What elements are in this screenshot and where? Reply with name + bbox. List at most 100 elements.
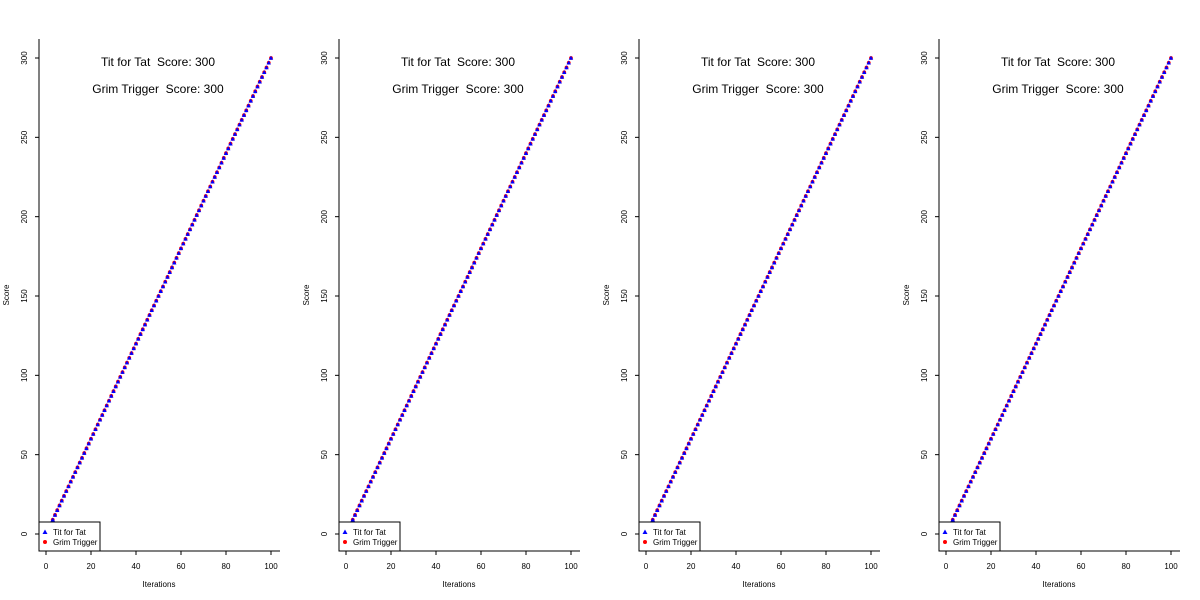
data-point (136, 336, 141, 341)
data-point (397, 417, 403, 422)
data-point (494, 212, 499, 217)
data-point (268, 55, 274, 60)
data-point (702, 408, 707, 412)
data-point (657, 503, 662, 508)
y-tick-label: 0 (20, 531, 29, 536)
data-point (388, 436, 394, 441)
data-point (539, 117, 544, 122)
data-point (1157, 79, 1162, 84)
y-tick-label: 150 (20, 289, 29, 303)
data-point (483, 236, 488, 241)
data-point (1103, 193, 1108, 198)
data-point (664, 488, 669, 493)
data-point (814, 170, 820, 174)
legend-marker (342, 529, 348, 534)
data-point (1126, 146, 1131, 151)
data-point (113, 384, 118, 389)
data-point (427, 355, 432, 360)
score-annotation: Tit for Tat Score: 300 (701, 55, 815, 69)
data-point (487, 227, 493, 232)
legend-box (638, 521, 701, 552)
data-point (792, 217, 797, 222)
data-point (456, 293, 461, 298)
data-point (745, 317, 750, 322)
data-point (154, 298, 159, 303)
data-point (192, 217, 197, 222)
data-point (264, 65, 269, 70)
data-point (158, 289, 163, 293)
data-point (787, 227, 793, 232)
x-tick-label: 60 (177, 562, 186, 571)
data-point (650, 517, 655, 522)
data-point (778, 246, 784, 251)
data-point (431, 346, 436, 351)
data-point (1083, 236, 1088, 241)
y-axis-title: Score (2, 284, 11, 305)
data-point (355, 508, 360, 512)
data-point (75, 465, 80, 470)
series-tit-for-tat (346, 55, 574, 531)
data-point (266, 60, 271, 65)
data-point (449, 308, 454, 313)
data-point (709, 393, 714, 398)
data-point (52, 512, 58, 517)
data-point (1101, 198, 1106, 203)
x-axis-title: Iterations (743, 580, 776, 589)
data-point (95, 422, 100, 427)
data-point (1123, 151, 1129, 155)
data-point (1099, 203, 1104, 208)
data-point (474, 255, 479, 260)
data-point (950, 517, 955, 522)
data-point (514, 170, 520, 174)
x-axis-title: Iterations (143, 580, 176, 589)
chart-panel-2: 0 50 100 150 200 250 300 0 20 40 60 80 100 Iterations… (302, 39, 580, 589)
data-point (817, 165, 822, 170)
y-axis-title: Score (902, 284, 911, 305)
data-point (848, 98, 853, 103)
data-point (219, 160, 224, 165)
data-point (544, 108, 549, 113)
data-point (59, 498, 64, 503)
data-point (1139, 117, 1144, 122)
data-point (979, 455, 985, 460)
data-point (124, 360, 130, 365)
data-point (68, 479, 73, 484)
x-tick-label: 80 (522, 562, 531, 571)
data-point (181, 241, 186, 246)
data-point (1166, 60, 1171, 65)
data-point (370, 474, 376, 479)
data-point (404, 403, 409, 408)
data-point (751, 303, 757, 308)
data-point (1067, 270, 1072, 274)
data-point (368, 479, 373, 484)
data-point (226, 146, 231, 151)
data-point (720, 369, 725, 374)
data-point (521, 155, 526, 160)
x-tick-label: 0 (344, 562, 349, 571)
data-point (253, 89, 258, 94)
data-point (986, 441, 991, 446)
data-point (835, 127, 840, 132)
data-point (420, 369, 425, 374)
data-point (257, 79, 262, 84)
x-tick-label: 80 (222, 562, 231, 571)
data-point (1081, 241, 1086, 246)
y-tick-label: 50 (920, 450, 929, 459)
data-point (760, 284, 766, 289)
data-point (1013, 384, 1018, 389)
data-point (1009, 393, 1014, 398)
data-point (469, 265, 475, 270)
y-tick-label: 200 (20, 209, 29, 223)
x-axis-title: Iterations (443, 580, 476, 589)
data-point (183, 236, 188, 241)
legend-label: Tit for Tat (53, 528, 87, 537)
data-point (984, 446, 989, 451)
data-point (490, 222, 495, 227)
data-point (767, 270, 772, 274)
data-point (104, 403, 109, 408)
data-point (691, 431, 696, 436)
data-point (1051, 303, 1057, 308)
data-point (1060, 284, 1066, 289)
